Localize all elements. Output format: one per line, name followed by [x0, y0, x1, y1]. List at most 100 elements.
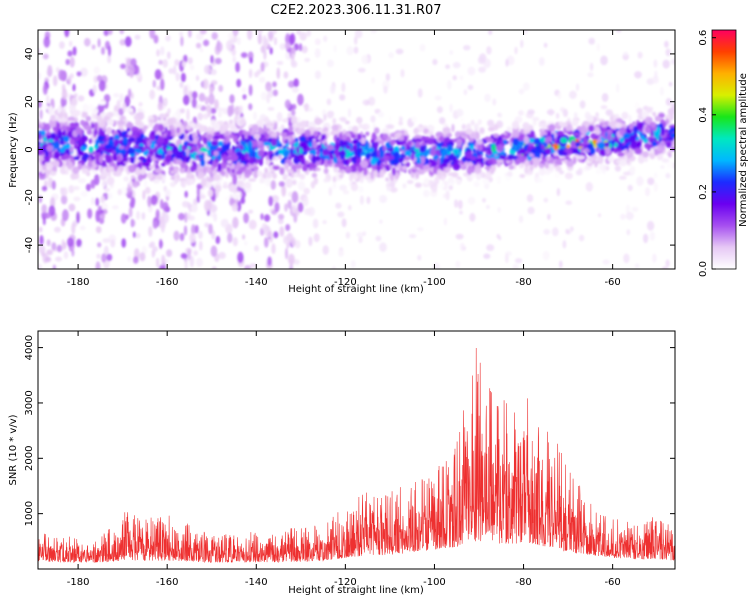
spectrogram-cell: [470, 119, 475, 126]
spectrogram-cell: [496, 144, 504, 153]
spectrogram-cell: [338, 132, 343, 141]
spectrogram-cell: [326, 160, 332, 165]
spectrogram-cell: [191, 204, 198, 213]
spectrogram-cell: [162, 201, 169, 212]
spectrogram-cell: [526, 194, 534, 203]
spectrogram-cell: [90, 179, 96, 189]
spectrogram-cell: [452, 75, 457, 81]
spectrogram-cell: [423, 189, 430, 198]
spectrogram-cell: [360, 137, 366, 145]
spectrogram-cell: [123, 176, 129, 182]
spectrogram-cell: [286, 241, 290, 249]
spectrogram-cell: [443, 217, 447, 226]
spectrogram-cell: [452, 162, 461, 171]
spectrogram-cell: [138, 156, 146, 161]
spectrogram-cell: [565, 200, 573, 205]
spectrogram-cell: [538, 57, 545, 66]
spectrogram-cell: [135, 233, 141, 239]
spectrogram-cell: [155, 134, 159, 140]
spectrogram-cell: [156, 142, 162, 149]
spectrogram-cell: [351, 134, 357, 139]
spectrogram-cell: [151, 249, 155, 258]
spectrogram-cell: [414, 148, 420, 152]
spectrogram-cell: [554, 155, 560, 160]
spectrogram-cell: [80, 119, 86, 126]
spectrogram-cell: [474, 142, 479, 150]
spectrogram-cell: [80, 146, 87, 151]
spectrogram-cell: [163, 123, 168, 128]
spectrogram-cell: [328, 187, 333, 196]
spectrogram-cell: [432, 58, 438, 66]
spectrogram-cell: [342, 129, 346, 134]
spectrogram-cell: [69, 139, 75, 146]
spectrogram-cell: [520, 156, 527, 161]
spectrogram-cell: [55, 67, 60, 73]
spectrogram-cell: [436, 142, 443, 147]
spectrogram-cell: [351, 156, 358, 164]
spectrogram-cell: [487, 172, 492, 179]
y-tick-label: 40: [24, 48, 35, 61]
spectrogram-cell: [207, 177, 215, 182]
spectrogram-cell: [210, 140, 219, 146]
spectrogram-cell: [454, 199, 458, 208]
spectrogram-cell: [46, 134, 51, 140]
spectrogram-cell: [263, 141, 270, 146]
spectrogram-cell: [41, 204, 47, 214]
snr-x-label: Height of straight line (km): [288, 585, 424, 596]
spectrogram-cell: [414, 141, 421, 150]
spectrogram-cell: [445, 64, 451, 69]
spectrogram-cell: [159, 238, 163, 250]
spectrogram-cell: [81, 110, 88, 118]
spectrogram-cell: [572, 157, 577, 165]
spectrogram-cell: [514, 158, 521, 165]
spectrogram-cell: [451, 172, 459, 178]
figure-title: C2E2.2023.306.11.31.R07: [270, 3, 441, 18]
spectrogram-cell: [339, 173, 344, 179]
spectrogram-cell: [159, 113, 166, 120]
spectrogram-cell: [528, 153, 534, 157]
spectrogram-cell: [308, 236, 313, 247]
spectrogram-cell: [191, 97, 197, 109]
spectrogram-cell: [142, 190, 146, 200]
spectrogram-cell: [112, 205, 119, 210]
spectrogram-cell: [154, 69, 162, 80]
spectrogram-cell: [86, 129, 93, 135]
spectrogram-cell: [357, 67, 366, 73]
spectrogram-cell: [165, 35, 171, 42]
spectrogram-cell: [102, 238, 111, 244]
spectrogram-cell: [254, 245, 259, 252]
spectrogram-cell: [503, 139, 507, 145]
spectrogram-cell: [640, 134, 645, 141]
spectrogram-cell: [268, 150, 274, 155]
spectrogram-cell: [436, 157, 441, 166]
spectrogram-cell: [61, 187, 68, 197]
spectrogram-cell: [67, 237, 74, 247]
spectrogram-cell: [134, 34, 141, 40]
spectrogram-cell: [326, 144, 335, 151]
spectrogram-cell: [85, 115, 92, 122]
spectrogram-cell: [70, 172, 76, 180]
spectrogram-cell: [332, 117, 337, 125]
spectrogram-cell: [375, 235, 382, 242]
spectrogram-cell: [158, 59, 163, 65]
spectrogram-cell: [637, 155, 645, 164]
spectrogram-cell: [244, 151, 249, 160]
spectrogram-cell: [528, 169, 533, 175]
spectrogram-cell: [291, 103, 297, 110]
spectrogram-cell: [345, 120, 350, 125]
spectrogram-cell: [110, 239, 116, 248]
spectrogram-cell: [42, 104, 49, 110]
spectrogram-cell: [285, 224, 291, 231]
spectrogram-cell: [545, 171, 551, 176]
spectrogram-cell: [331, 124, 339, 131]
spectrogram-cell: [39, 109, 43, 120]
spectrogram-cell: [179, 108, 185, 114]
spectrogram-cell: [288, 80, 295, 88]
spectrogram-cell: [157, 102, 163, 111]
spectrogram-cell: [199, 240, 203, 251]
spectrogram-cell: [231, 48, 236, 57]
spectrogram-cell: [54, 226, 61, 233]
spectrogram-cell: [431, 185, 438, 193]
spectrogram-cell: [128, 164, 136, 173]
spectrogram-cell: [273, 231, 279, 239]
